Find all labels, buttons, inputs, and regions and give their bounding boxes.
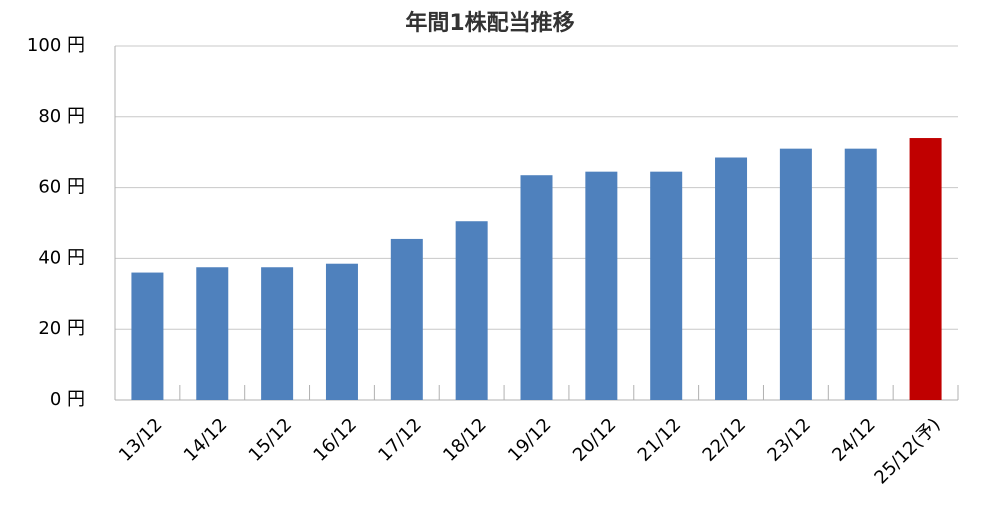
bar bbox=[325, 263, 358, 400]
x-tick-label: 19/12 bbox=[504, 414, 556, 466]
bar bbox=[261, 267, 294, 400]
chart-title: 年間1株配当推移 bbox=[405, 10, 574, 36]
y-tick-label: 0 円 bbox=[50, 389, 85, 410]
x-tick-label: 21/12 bbox=[634, 414, 686, 466]
y-tick-label: 80 円 bbox=[38, 106, 85, 127]
x-tick-label: 16/12 bbox=[310, 414, 362, 466]
bar bbox=[585, 171, 618, 400]
bar bbox=[131, 272, 164, 400]
x-tick-label: 18/12 bbox=[439, 414, 491, 466]
x-tick-label: 15/12 bbox=[245, 414, 297, 466]
bar bbox=[455, 221, 488, 400]
y-tick-label: 100 円 bbox=[27, 35, 85, 56]
x-tick-label: 14/12 bbox=[180, 414, 232, 466]
bar bbox=[909, 138, 942, 401]
y-tick-label: 20 円 bbox=[38, 318, 85, 339]
bar bbox=[520, 175, 553, 400]
x-tick-label: 24/12 bbox=[828, 414, 880, 466]
x-tick-label: 13/12 bbox=[115, 414, 167, 466]
x-tick-label: 23/12 bbox=[763, 414, 815, 466]
y-tick-label: 60 円 bbox=[38, 177, 85, 198]
bar bbox=[196, 267, 229, 400]
bar bbox=[715, 157, 748, 400]
bar bbox=[650, 171, 683, 400]
bar bbox=[390, 238, 423, 400]
x-tick-label: 17/12 bbox=[374, 414, 426, 466]
x-tick-label: 22/12 bbox=[699, 414, 751, 466]
bar bbox=[779, 148, 812, 400]
x-tick-label: 20/12 bbox=[569, 414, 621, 466]
y-tick-label: 40 円 bbox=[38, 247, 85, 268]
x-tick-label: 25/12(予) bbox=[870, 414, 944, 488]
bar bbox=[844, 148, 877, 400]
